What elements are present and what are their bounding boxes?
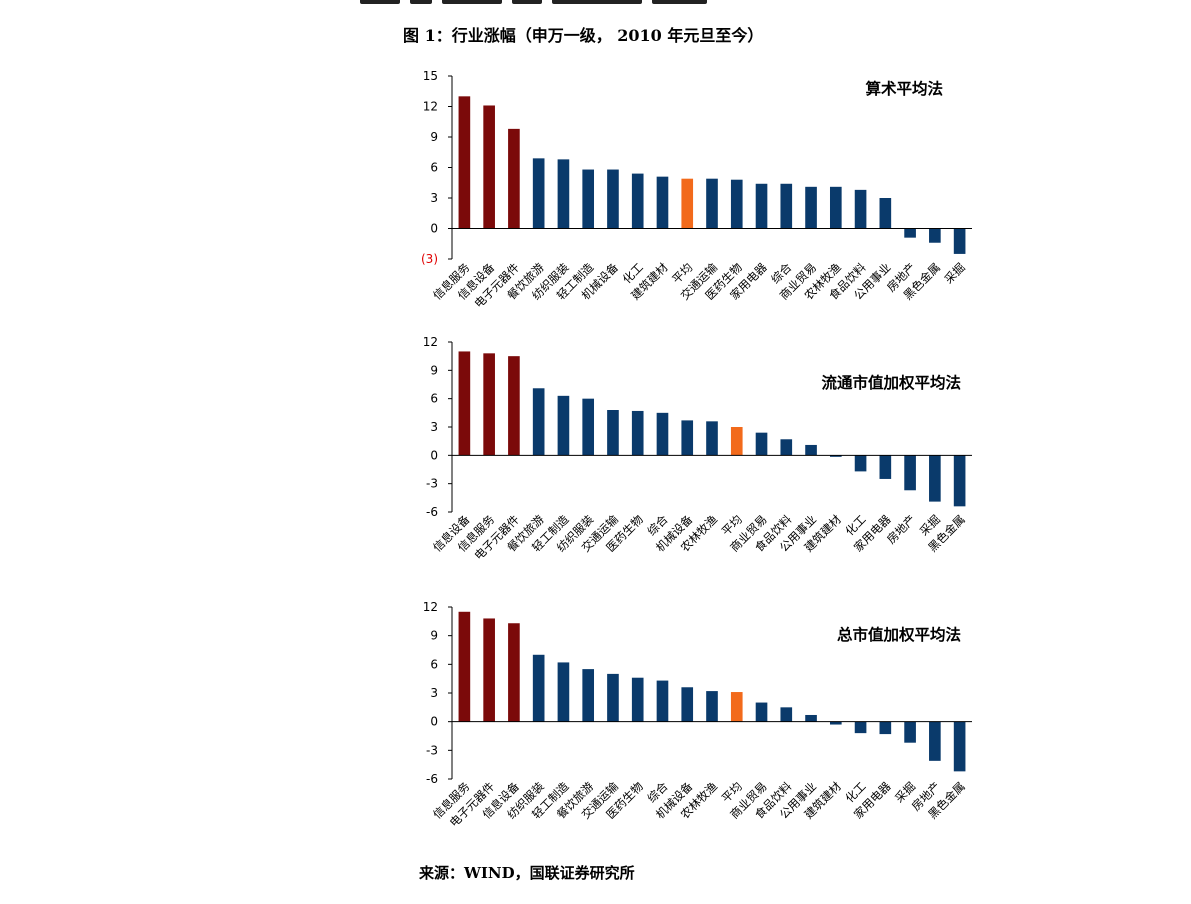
bar xyxy=(755,183,768,229)
bar xyxy=(929,455,941,502)
bar xyxy=(656,680,669,722)
bar xyxy=(681,178,694,229)
cropped-text-fragment-top xyxy=(360,0,780,5)
category-label: 采掘 xyxy=(942,260,968,286)
bar xyxy=(483,105,495,229)
y-tick-label: 3 xyxy=(430,191,438,205)
chart-total-cap-weighted: 129630-3-6信息服务电子元器件信息设备纺织服装轻工制造餐饮旅游交通运输医… xyxy=(423,600,972,830)
bar xyxy=(532,654,545,722)
bar xyxy=(706,691,718,722)
bar xyxy=(656,176,669,229)
bar xyxy=(829,186,842,229)
y-tick-label: 6 xyxy=(430,657,438,671)
bar xyxy=(854,455,867,472)
bar xyxy=(854,189,867,229)
bar xyxy=(904,228,916,238)
bar xyxy=(483,618,495,722)
bar xyxy=(730,427,743,456)
bar xyxy=(681,420,694,456)
y-tick-label: -6 xyxy=(426,772,438,786)
bar xyxy=(508,356,520,456)
y-tick-label: 3 xyxy=(430,420,438,434)
bar xyxy=(582,169,595,229)
bar xyxy=(706,421,718,456)
bar xyxy=(953,228,966,254)
bar xyxy=(532,388,545,456)
y-tick-label: (3) xyxy=(421,252,438,266)
bar xyxy=(607,673,619,722)
bar xyxy=(805,186,817,229)
bar xyxy=(780,439,793,456)
bar xyxy=(706,178,718,229)
bar xyxy=(730,179,743,229)
bar xyxy=(458,351,471,456)
bar xyxy=(929,721,941,761)
bar xyxy=(582,669,595,722)
bar xyxy=(879,721,892,735)
chart-title: 算术平均法 xyxy=(865,79,943,98)
bar xyxy=(929,228,941,243)
bar xyxy=(953,455,966,507)
bar xyxy=(879,455,892,479)
cropped-text-fragment-bottom xyxy=(420,896,940,904)
figure-source: 来源：WIND，国联证券研究所 xyxy=(419,864,635,882)
bar xyxy=(532,158,545,229)
y-tick-label: 0 xyxy=(430,448,438,462)
bar xyxy=(805,444,817,456)
bar xyxy=(631,677,644,722)
bar xyxy=(805,714,817,722)
bar xyxy=(829,721,842,725)
bar xyxy=(829,455,842,457)
bar xyxy=(508,128,520,229)
y-tick-label: 12 xyxy=(423,600,438,614)
y-tick-label: 0 xyxy=(430,222,438,236)
bar xyxy=(780,183,793,229)
y-tick-label: -3 xyxy=(426,477,438,491)
y-tick-label: 9 xyxy=(430,130,438,144)
y-tick-label: 15 xyxy=(423,69,438,83)
y-tick-label: 6 xyxy=(430,161,438,175)
category-label: 房地产 xyxy=(884,512,918,546)
y-tick-label: 12 xyxy=(423,100,438,114)
bar xyxy=(582,398,595,456)
bar xyxy=(953,721,966,772)
y-tick-label: 12 xyxy=(423,335,438,349)
bar xyxy=(631,410,644,456)
bar xyxy=(557,662,570,722)
y-tick-label: 9 xyxy=(430,629,438,643)
chart-float-cap-weighted: 129630-3-6信息设备信息服务电子元器件餐饮旅游轻工制造纺织服装交通运输医… xyxy=(423,335,972,563)
bar xyxy=(780,707,793,722)
y-tick-label: 0 xyxy=(430,715,438,729)
figure-title: 图 1：行业涨幅（申万一级， 2010 年元旦至今） xyxy=(403,26,764,45)
bar xyxy=(904,455,916,491)
bar xyxy=(557,395,570,456)
y-tick-label: 9 xyxy=(430,363,438,377)
bar xyxy=(607,410,619,456)
bar xyxy=(755,432,768,456)
bar xyxy=(854,721,867,734)
chart-arithmetic-average: 15129630(3)信息服务信息设备电子元器件餐饮旅游纺织服装轻工制造机械设备… xyxy=(421,69,972,311)
bar xyxy=(904,721,916,743)
y-tick-label: -3 xyxy=(426,743,438,757)
bar xyxy=(483,353,495,456)
bar xyxy=(681,687,694,722)
bar xyxy=(458,611,471,722)
bar xyxy=(508,623,520,722)
bar xyxy=(730,692,743,722)
bar xyxy=(458,96,471,229)
y-tick-label: 3 xyxy=(430,686,438,700)
bar xyxy=(607,169,619,229)
bar xyxy=(755,702,768,722)
bar xyxy=(879,198,892,229)
y-tick-label: 6 xyxy=(430,392,438,406)
y-tick-label: -6 xyxy=(426,505,438,519)
bar xyxy=(631,173,644,229)
chart-title: 总市值加权平均法 xyxy=(837,625,961,644)
bar xyxy=(656,412,669,456)
chart-title: 流通市值加权平均法 xyxy=(821,373,961,392)
bar xyxy=(557,159,570,229)
